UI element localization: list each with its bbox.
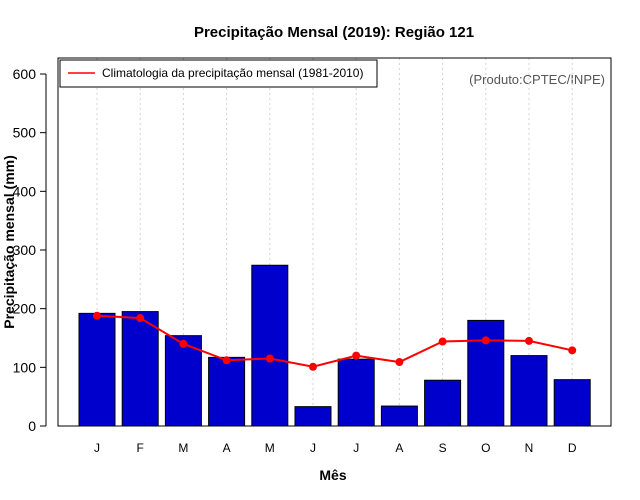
- x-tick-label-2: F: [137, 441, 144, 455]
- bar-a-4: [208, 356, 246, 427]
- y-tick-label-500: 500: [13, 125, 37, 141]
- x-tick-label-12: D: [568, 441, 577, 455]
- bar-n-11: [510, 355, 548, 427]
- y-tick-label-400: 400: [13, 183, 37, 199]
- climatology-point-6: [309, 362, 317, 371]
- y-tick-label-0: 0: [28, 418, 36, 434]
- bar-series: [78, 264, 591, 427]
- bar-j-6: [294, 406, 332, 427]
- climatology-point-8: [395, 358, 404, 367]
- y-tick-label-300: 300: [13, 242, 37, 258]
- x-tick-label-9: S: [439, 441, 447, 455]
- climatology-point-12: [568, 346, 577, 355]
- plot-frame: [57, 57, 612, 427]
- x-tick-label-8: A: [395, 441, 403, 455]
- bar-m-5: [251, 264, 289, 427]
- climatology-point-5: [265, 354, 274, 363]
- chart-title: Precipitação Mensal (2019): Região 121: [194, 24, 474, 41]
- y-tick-label-100: 100: [13, 359, 37, 375]
- climatology-point-2: [136, 314, 145, 323]
- climatology-line: [96, 314, 573, 368]
- climatology-series: [93, 311, 577, 371]
- climatology-point-9: [438, 337, 447, 346]
- climatology-point-10: [481, 336, 490, 345]
- x-tick-label-1: J: [94, 441, 100, 455]
- x-tick-label-5: M: [265, 441, 275, 455]
- y-tick-label-600: 600: [13, 66, 37, 82]
- climatology-point-7: [352, 351, 361, 360]
- x-tick-label-6: J: [310, 441, 316, 455]
- legend: Climatologia da precipitação mensal (198…: [59, 59, 378, 88]
- bar-o-10: [467, 319, 505, 427]
- x-tick-label-4: A: [223, 441, 231, 455]
- y-axis: 0 100 200 300 400 500 600: [13, 66, 47, 434]
- source-note: (Produto:CPTEC/INPE): [469, 72, 605, 87]
- legend-box: [59, 59, 378, 88]
- bar-j-1: [78, 312, 116, 427]
- x-tick-label-10: O: [481, 441, 490, 455]
- bar-j-7: [337, 358, 375, 427]
- x-axis-label: Mês: [319, 467, 346, 483]
- bar-a-8: [380, 405, 418, 427]
- climatology-point-4: [222, 356, 231, 365]
- climatology-point-11: [525, 336, 533, 345]
- x-tick-label-7: J: [353, 441, 359, 455]
- x-tick-label-3: M: [178, 441, 188, 455]
- bar-s-9: [424, 379, 462, 427]
- bar-f-2: [121, 311, 159, 427]
- x-tick-label-11: N: [525, 441, 534, 455]
- climatology-point-1: [93, 311, 101, 320]
- climatology-point-3: [179, 339, 188, 348]
- y-tick-label-200: 200: [13, 301, 37, 317]
- bar-d-12: [553, 379, 591, 427]
- y-axis-label: Precipitação mensal (mm): [1, 155, 17, 329]
- legend-label: Climatologia da precipitação mensal (198…: [102, 66, 363, 80]
